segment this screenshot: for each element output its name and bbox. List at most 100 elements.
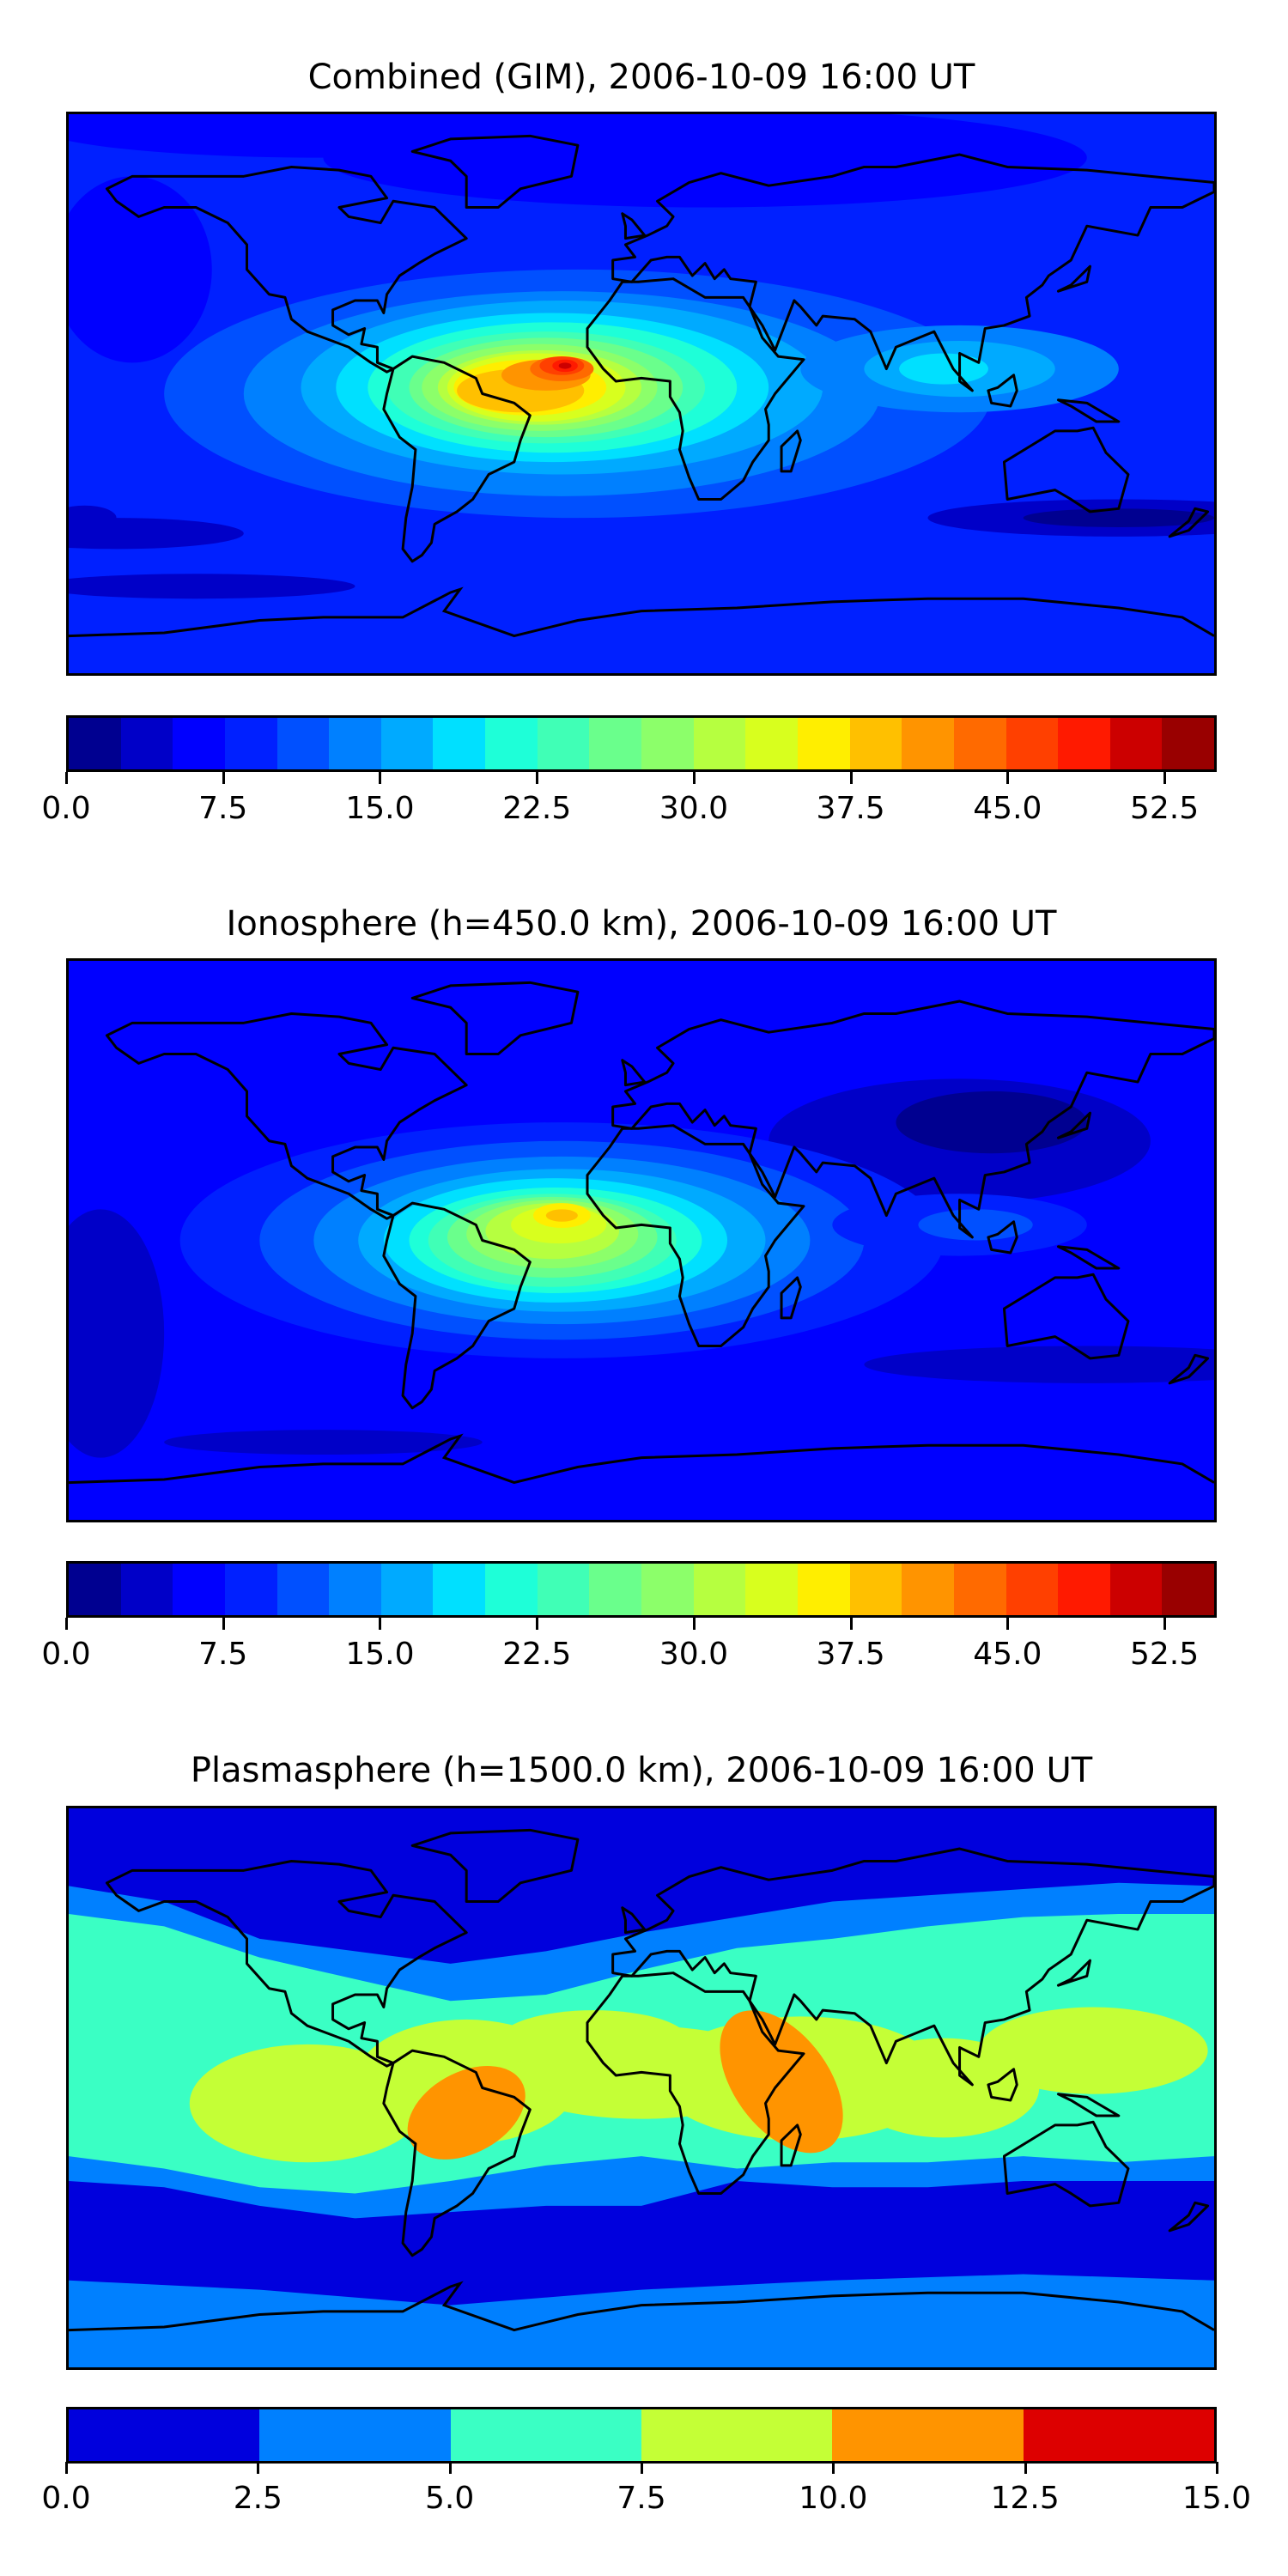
colorbar-combined (66, 715, 1217, 772)
colorbar-segment (902, 1564, 954, 1615)
colorbar-segment (641, 1564, 694, 1615)
colorbar-segment (485, 1564, 538, 1615)
colorbar-tick (222, 772, 225, 784)
colorbar-tick-label: 15.0 (345, 1637, 415, 1672)
contour-level (69, 574, 355, 599)
coastline (1004, 1274, 1128, 1358)
contour-level (69, 176, 212, 363)
coastline (623, 214, 645, 239)
coastline (1058, 1113, 1090, 1138)
colorbar-tick-label: 45.0 (973, 791, 1042, 826)
contour-level (407, 2065, 526, 2160)
colorbar-tick-label: 15.0 (1182, 2481, 1252, 2516)
colorbar-segment (797, 718, 850, 769)
colorbar-tick (536, 772, 539, 784)
colorbar-tick (65, 772, 68, 784)
coastline (988, 2069, 1017, 2100)
contour-level (896, 1091, 1087, 1154)
plot-title-plasmasphere: Plasmasphere (h=1500.0 km), 2006-10-09 1… (190, 1751, 1093, 1790)
contour-level (558, 362, 572, 369)
colorbar-tick (1006, 1618, 1010, 1630)
coastline (613, 1001, 1214, 1237)
colorbar-segment (537, 1564, 590, 1615)
colorbar-tick (849, 772, 853, 784)
colorbar-tick-label: 30.0 (659, 1637, 728, 1672)
coastline (781, 2125, 800, 2166)
map-plasmasphere (66, 1806, 1217, 2370)
coastline (623, 1908, 645, 1933)
coastline (1058, 266, 1090, 291)
colorbar-segment (745, 718, 798, 769)
colorbar-tick (536, 1618, 539, 1630)
colorbar-segment (1162, 718, 1215, 769)
coastline (1004, 2122, 1128, 2206)
colorbar-tick-label: 7.5 (198, 791, 248, 826)
colorbar-segment (832, 2409, 1024, 2461)
colorbar-segment (433, 718, 486, 769)
colorbar-segment (849, 718, 902, 769)
contour-band (69, 1808, 1214, 1964)
coastline-antarctica (69, 589, 1214, 635)
contour-level (69, 505, 117, 531)
contour-level (69, 518, 244, 550)
colorbar-segment (69, 1564, 121, 1615)
colorbar-segment (797, 1564, 850, 1615)
colorbar-tick-label: 0.0 (41, 2481, 91, 2516)
colorbar-segment (1005, 718, 1059, 769)
colorbar-segment (745, 1564, 798, 1615)
plot-title-combined: Combined (GIM), 2006-10-09 16:00 UT (307, 58, 975, 97)
contour-level (978, 2007, 1208, 2094)
contour-level (545, 1209, 578, 1222)
colorbar-segment (276, 718, 330, 769)
contour-level (69, 114, 610, 158)
colorbar-segment (1109, 718, 1163, 769)
colorbar-tick (65, 1618, 68, 1630)
coastline (988, 375, 1017, 406)
colorbar-segment (120, 718, 173, 769)
colorbar-ticks-combined: 0.0 7.5 15.0 22.5 30.0 37.5 45.0 52.5 (41, 772, 1217, 832)
colorbar-segment (589, 718, 642, 769)
colorbar-segment (69, 718, 121, 769)
colorbar-ionosphere (66, 1561, 1217, 1618)
colorbar-tick-label: 37.5 (816, 791, 885, 826)
colorbar-segment (69, 2409, 260, 2461)
colorbar-tick (65, 2462, 68, 2474)
colorbar-segment (224, 1564, 277, 1615)
colorbar-segment (1058, 718, 1110, 769)
coastline (412, 136, 578, 207)
coastline (1058, 2094, 1118, 2116)
coastline (1170, 508, 1207, 537)
colorbar-tick (379, 1618, 382, 1630)
coastline (1170, 2202, 1207, 2231)
coastline (1170, 1355, 1207, 1383)
colorbar-segment (259, 2409, 451, 2461)
coastline (613, 1849, 1214, 2085)
colorbar-tick-label: 12.5 (990, 2481, 1060, 2516)
coastline (587, 1126, 804, 1346)
colorbar-segment (1005, 1564, 1059, 1615)
colorbar-segment (953, 718, 1006, 769)
colorbar-segment (173, 718, 225, 769)
colorbar-tick-label: 37.5 (816, 1637, 885, 1672)
colorbar-tick-label: 45.0 (973, 1637, 1042, 1672)
colorbar-tick-label: 7.5 (198, 1637, 248, 1672)
colorbar-segment (276, 1564, 330, 1615)
coastline (988, 1222, 1017, 1253)
colorbar-plasmasphere (66, 2407, 1217, 2464)
coastline (1058, 1960, 1090, 1985)
contour-level (864, 1346, 1214, 1383)
colorbar-tick-label: 0.0 (41, 791, 91, 826)
colorbar-tick (1163, 1618, 1167, 1630)
colorbar-ticks-plasmasphere: 0.0 2.5 5.0 7.5 10.0 12.5 15.0 (41, 2462, 1251, 2522)
coastline-antarctica (69, 1436, 1214, 1482)
colorbar-tick (222, 1618, 225, 1630)
coastline (106, 1861, 466, 2066)
colorbar-segment (953, 1564, 1006, 1615)
coastline (1058, 400, 1118, 422)
colorbar-segment (485, 718, 538, 769)
coastline-antarctica (69, 2283, 1214, 2330)
coastline (587, 279, 804, 500)
coastline (587, 1973, 804, 2194)
colorbar-segment (120, 1564, 173, 1615)
map-ionosphere (66, 958, 1217, 1522)
